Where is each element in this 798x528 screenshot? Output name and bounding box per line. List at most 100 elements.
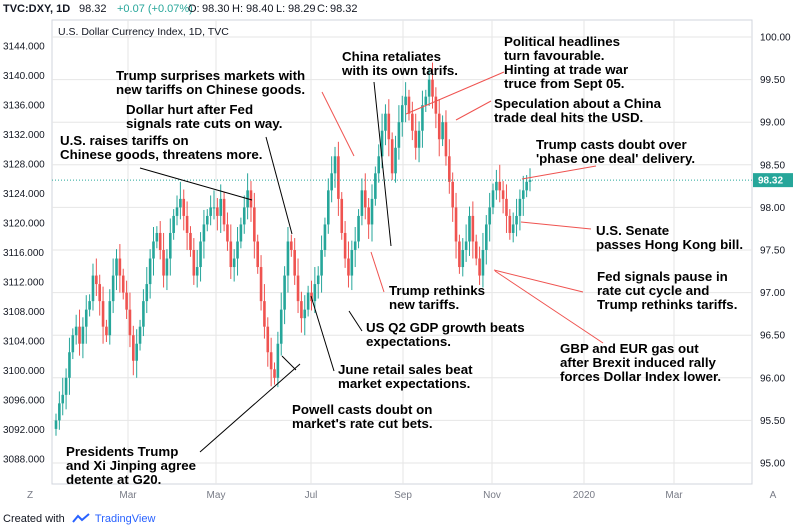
annotation-callout-line xyxy=(405,71,505,115)
candle-body xyxy=(263,301,266,327)
annotation-line: US Q2 GDP growth beats xyxy=(366,320,525,335)
candle-body xyxy=(363,190,367,208)
candle-body xyxy=(431,79,434,97)
candle-body xyxy=(306,292,310,310)
candle-body xyxy=(380,130,384,157)
chart-annotation: U.S. raises tariffs on Chinese goods, thr… xyxy=(60,134,262,162)
candle-body xyxy=(148,258,152,285)
candle-body xyxy=(172,215,175,233)
candle-body xyxy=(296,275,300,302)
candle-body xyxy=(216,207,219,216)
candle-body xyxy=(370,198,374,225)
candle-body xyxy=(320,250,323,276)
left-axis-tick-label: 3112.000 xyxy=(3,278,44,289)
annotation-line: 'phase one deal' delivery. xyxy=(536,151,696,166)
candle-body xyxy=(441,122,444,140)
candle-body xyxy=(340,198,344,233)
annotation-callout-line xyxy=(265,136,293,235)
candle-body xyxy=(145,284,149,302)
annotation-line: market's rate cut bets. xyxy=(292,416,433,431)
annotation-callout-line xyxy=(199,363,301,453)
candle-body xyxy=(71,335,75,353)
candle-body xyxy=(84,309,88,327)
right-axis-tick-label: 97.50 xyxy=(760,246,785,257)
annotation-line: GBP and EUR gas out xyxy=(560,341,699,356)
annotation-line: forces Dollar Index lower. xyxy=(560,369,722,384)
candle-body xyxy=(105,326,108,336)
left-axis-tick-label: 3092.000 xyxy=(3,425,45,436)
candle-body xyxy=(142,301,145,327)
annotation-line: Dollar hurt after Fed xyxy=(126,102,254,117)
left-axis-tick-label: 3100.000 xyxy=(3,366,45,377)
candle-body xyxy=(508,215,512,233)
tradingview-logo-icon xyxy=(72,513,90,523)
annotation-line: Chinese goods, threatens more. xyxy=(60,147,263,162)
candle-body xyxy=(427,79,431,97)
left-axis-tick-label: 3128.000 xyxy=(3,160,45,171)
annotation-line: Political headlines xyxy=(504,34,621,49)
tradingview-brand[interactable]: TradingView xyxy=(94,513,156,525)
annotation-line: truce from Sept 05. xyxy=(504,76,625,91)
x-axis-tick-label: 2020 xyxy=(573,490,596,501)
candle-body xyxy=(179,198,182,208)
candle-body xyxy=(404,96,407,106)
last-price-marker xyxy=(753,173,793,188)
candle-body xyxy=(128,309,132,336)
candle-body xyxy=(400,105,404,123)
candle-body xyxy=(266,326,270,353)
chart-annotation: Powell casts doubt on market's rate cut b… xyxy=(292,403,433,431)
candle-body xyxy=(347,258,350,276)
candle-body xyxy=(155,232,159,242)
candle-body xyxy=(205,215,209,225)
candle-body xyxy=(91,275,95,302)
candle-body xyxy=(279,309,283,344)
candle-body xyxy=(437,113,441,140)
candle-body xyxy=(468,215,471,242)
chart-annotation: Dollar hurt after Fed signals rate cuts o… xyxy=(126,103,282,131)
candle-body xyxy=(111,275,115,302)
candle-body xyxy=(303,309,307,319)
candle-body xyxy=(421,105,424,131)
candle-body xyxy=(411,113,414,131)
candle-body xyxy=(313,284,317,302)
candle-body xyxy=(397,122,401,148)
chart-title: U.S. Dollar Currency Index, 1D, TVC xyxy=(58,26,229,38)
annotation-line: market expectations. xyxy=(338,376,471,391)
left-axis-tick-label: 3096.000 xyxy=(3,396,45,407)
candle-body xyxy=(269,352,273,370)
candle-body xyxy=(168,232,172,259)
candle-body xyxy=(330,173,333,191)
candle-body xyxy=(360,190,364,216)
annotation-line: and Xi Jinping agree xyxy=(66,458,197,473)
annotation-line: Trump surprises markets with xyxy=(116,68,306,83)
candle-body xyxy=(132,335,135,361)
candlestick-chart[interactable]: 100.00 99.50 99.00 98.50 98.00 97.50 97.00 96.5… xyxy=(0,0,798,512)
right-axis-tick-label: 97.00 xyxy=(760,288,785,299)
chart-annotation: US Q2 GDP growth beats expectations. xyxy=(366,321,525,349)
candle-body xyxy=(175,207,179,216)
left-axis-tick-label: 3108.000 xyxy=(3,307,45,318)
candle-body xyxy=(98,284,102,302)
candle-body xyxy=(300,301,303,319)
left-axis-tick-label: 3140.000 xyxy=(3,71,45,82)
annotation-callout-line xyxy=(521,165,597,180)
annotation-line: Fed signals pause in xyxy=(597,269,728,284)
candle-body xyxy=(471,215,475,242)
auto-scale-corner-label: A xyxy=(770,490,777,501)
candle-body xyxy=(290,241,293,250)
candle-body xyxy=(448,156,451,182)
candle-body xyxy=(394,147,397,174)
low-value: 98.29 xyxy=(288,3,316,15)
candle-body xyxy=(58,403,61,421)
symbol-label[interactable]: TVC:DXY, 1D xyxy=(3,3,71,15)
candle-body xyxy=(326,190,330,225)
candle-body xyxy=(353,241,357,250)
symbol-info-bar: TVC:DXY, 1D 98.32 +0.07 (+0.07%) O: 98.3… xyxy=(0,0,798,20)
candle-body xyxy=(286,241,290,276)
annotation-line: signals rate cuts on way. xyxy=(126,116,283,131)
candle-body xyxy=(236,241,239,259)
candle-body xyxy=(195,267,199,276)
left-axis-tick-label: 3088.000 xyxy=(3,455,45,466)
candle-body xyxy=(374,173,377,199)
candle-body xyxy=(478,258,481,276)
